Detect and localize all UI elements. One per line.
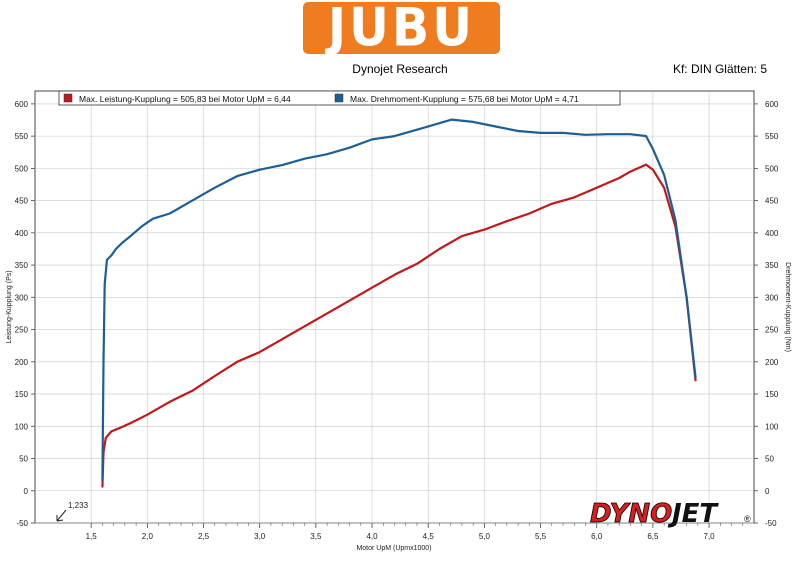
legend-swatch-torque [334, 93, 344, 103]
start-marker-label: 1,233 [68, 501, 89, 510]
chart-subtitle: Dynojet Research [352, 62, 448, 76]
y-tick-label-left: 200 [15, 358, 29, 367]
y-tick-label-left: 450 [15, 197, 29, 206]
y-tick-label-right: 100 [765, 422, 779, 431]
x-tick-label: 3,5 [310, 532, 322, 541]
y-tick-label-left: 250 [15, 326, 29, 335]
y-tick-label-right: 350 [765, 261, 779, 270]
jubu-logo: JUBU [303, 0, 500, 58]
x-tick-label: 6,0 [591, 532, 603, 541]
y-tick-label-right: 200 [765, 358, 779, 367]
start-marker: 1,233 [56, 501, 89, 522]
y-tick-label-right: 400 [765, 229, 779, 238]
x-tick-label: 7,0 [704, 532, 716, 541]
y-tick-label-left: 600 [15, 100, 29, 109]
y-tick-label-right: 500 [765, 164, 779, 173]
torque-series-line [101, 118, 697, 482]
y-tick-label-right: 0 [765, 487, 770, 496]
plot-area [34, 90, 755, 524]
x-tick-label: 4,0 [366, 532, 378, 541]
x-tick-label: 3,0 [254, 532, 266, 541]
series-lines [101, 118, 697, 488]
start-arrow-icon [56, 509, 67, 522]
x-tick-label: 1,5 [86, 532, 98, 541]
y-tick-label-left: 550 [15, 132, 29, 141]
axis-ticks: 1,5 2,0 2,5 3,0 3,5 4,0 4,5 5,0 5,5 6,0 6,5 7,0 -50 -… [15, 100, 779, 541]
legend-swatch-power [63, 93, 73, 103]
y-tick-label-left: 150 [15, 390, 29, 399]
y-axis-title-right: Drehmoment-Kupplung (Nm) [784, 262, 791, 352]
legend-label-power: Max. Leistung-Kupplung = 505,83 bei Moto… [79, 94, 291, 104]
y-axis-title-left: Leistung-Kupplung (Ps) [6, 270, 13, 343]
y-tick-label-right: 150 [765, 390, 779, 399]
y-tick-label-right: 450 [765, 197, 779, 206]
y-tick-label-right: 550 [765, 132, 779, 141]
dynojet-logo-left: DYNO [590, 499, 672, 529]
x-tick-label: 6,5 [647, 532, 659, 541]
y-tick-label-left: 100 [15, 422, 29, 431]
dynojet-logo-right: JET [667, 499, 719, 529]
logo-text: JUBU [327, 0, 476, 59]
y-tick-label-left: 500 [15, 164, 29, 173]
y-tick-label-left: 0 [24, 487, 29, 496]
legend: Max. Leistung-Kupplung = 505,83 bei Moto… [58, 90, 621, 106]
dynojet-logo: DYNO JET ® [590, 499, 751, 530]
y-tick-label-right: 300 [765, 293, 779, 302]
registered-icon: ® [744, 514, 751, 524]
y-tick-label-left: -50 [16, 519, 28, 528]
x-tick-label: 2,0 [142, 532, 154, 541]
y-tick-label-left: 400 [15, 229, 29, 238]
settings-label: Kf: DIN Glätten: 5 [672, 62, 767, 76]
power-series-line [101, 163, 697, 488]
x-tick-label: 5,5 [535, 532, 547, 541]
y-tick-label-left: 350 [15, 261, 29, 270]
x-tick-label: 4,5 [423, 532, 435, 541]
y-tick-label-left: 300 [15, 293, 29, 302]
y-tick-label-right: 250 [765, 326, 779, 335]
legend-label-torque: Max. Drehmoment-Kupplung = 575,68 bei Mo… [350, 94, 579, 104]
y-tick-label-right: 600 [765, 100, 779, 109]
x-tick-label: 2,5 [198, 532, 210, 541]
x-tick-label: 5,0 [479, 532, 491, 541]
y-tick-label-right: 50 [765, 455, 774, 464]
y-tick-label-left: 50 [19, 455, 28, 464]
y-tick-label-right: -50 [765, 519, 777, 528]
x-axis-title: Motor UpM (Upmx1000) [356, 545, 431, 552]
